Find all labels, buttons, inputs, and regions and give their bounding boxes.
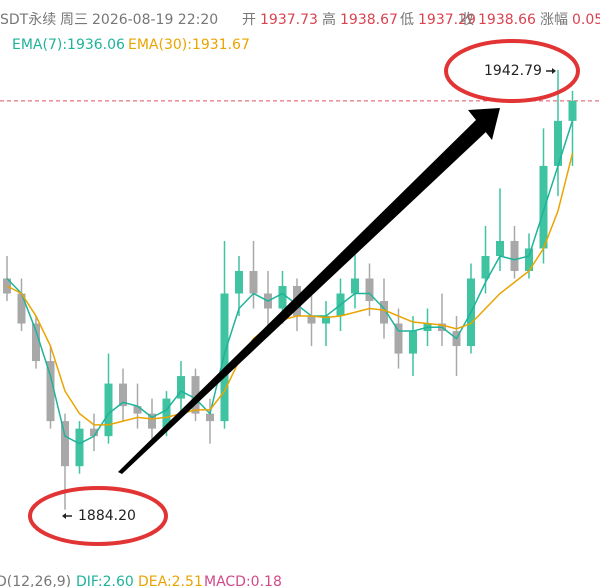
candle-body [307, 316, 316, 324]
low-highlight [28, 486, 168, 546]
candle-body [206, 413, 214, 422]
candle-body [177, 376, 185, 399]
candle-body [104, 383, 113, 437]
low-pointer-head [62, 513, 66, 519]
candle-body [322, 316, 330, 324]
candle-body [351, 278, 359, 294]
low-label: 低 [400, 12, 414, 28]
close-value: 1938.66 [478, 12, 536, 28]
candle-body [365, 278, 374, 302]
high-label: 高 [322, 11, 336, 28]
change-label: 涨幅 [540, 12, 568, 28]
open-value: 1937.73 [260, 12, 318, 28]
ema-line [6, 153, 574, 426]
candle-body [119, 383, 127, 407]
high-pointer-head [552, 68, 556, 74]
candle-body [32, 323, 40, 362]
candle-body [191, 376, 200, 414]
candle-body [278, 286, 287, 309]
change-value: 0.05 [572, 12, 600, 28]
candle-body [496, 240, 504, 256]
candle-body [510, 240, 519, 271]
candle-body [220, 293, 229, 422]
high-annotation: 1942.79 [484, 63, 542, 79]
macd-name: D(12,26,9) [0, 574, 71, 587]
candle-body [525, 248, 533, 271]
candle-body [61, 421, 69, 467]
candle-body [235, 270, 243, 294]
candle-body [133, 406, 142, 414]
plot [0, 69, 600, 510]
open-label: 开 [242, 12, 256, 28]
candle-body [17, 293, 26, 324]
low-value: 1937.29 [418, 12, 476, 28]
ema-line [6, 120, 574, 445]
high-value: 1938.67 [340, 12, 398, 28]
close-label: 收 [460, 12, 474, 28]
candle-body [539, 165, 548, 249]
candle-body [554, 120, 562, 166]
candle-body [46, 361, 55, 422]
datetime: 2026-08-19 22:20 [92, 12, 218, 28]
macd-value: MACD:0.18 [204, 574, 282, 587]
low-annotation: 1884.20 [78, 508, 136, 524]
candle-body [162, 398, 171, 429]
candle-body [380, 301, 388, 324]
candle-body [90, 428, 98, 437]
candle-body [249, 270, 258, 294]
macd-dea: DEA:2.51 [138, 574, 203, 587]
weekday: 周三 [60, 12, 88, 28]
candle-body [394, 323, 403, 354]
trend-arrow [118, 118, 488, 474]
trend-arrowhead [468, 108, 500, 140]
ema7-legend: EMA(7):1936.06 [12, 37, 125, 53]
symbol: SDT永续 [0, 11, 56, 28]
candle-body [481, 255, 490, 279]
candle-body [568, 100, 577, 121]
ema30-legend: EMA(30):1931.67 [128, 37, 250, 53]
candle-body [148, 413, 156, 429]
high-highlight [444, 39, 580, 103]
candle-body [409, 331, 417, 354]
candle-body [75, 428, 84, 467]
macd-dif: DIF:2.60 [76, 574, 134, 587]
